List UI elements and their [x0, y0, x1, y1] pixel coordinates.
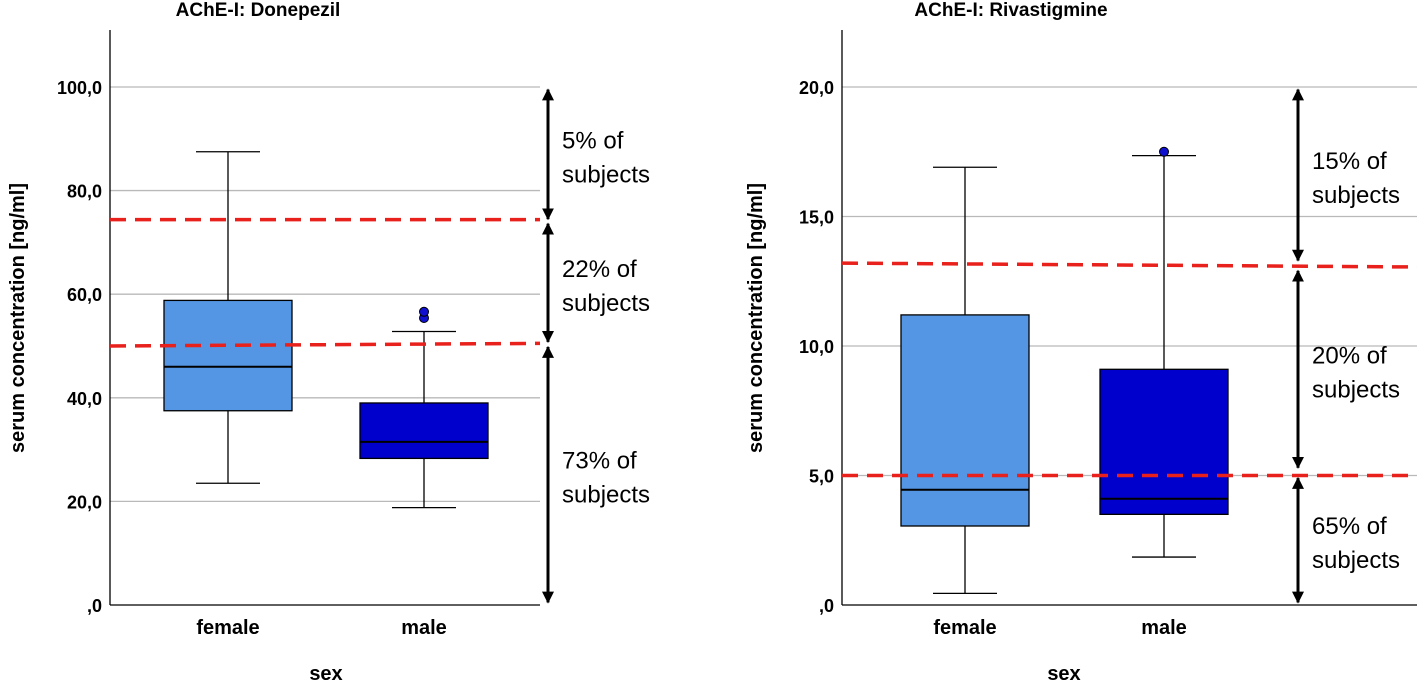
rivastigmine-threshold-line-0	[841, 261, 1417, 269]
donepezil-y-tick-label: 80,0	[67, 182, 102, 202]
donepezil-range-label-1: 22% of	[562, 256, 637, 283]
donepezil-range-label-0: 5% of	[562, 127, 624, 154]
donepezil-box-female	[163, 151, 293, 484]
rivastigmine-range-label-0-line2: subjects	[1312, 182, 1400, 209]
rivastigmine-range-label-0: 15% of	[1312, 148, 1387, 175]
rivastigmine-y-tick-label: 10,0	[799, 337, 834, 357]
rivastigmine-range-label-2-line2: subjects	[1312, 547, 1400, 574]
rivastigmine-category-male: male	[1141, 617, 1187, 639]
rivastigmine-range-label-1: 20% of	[1312, 342, 1387, 369]
rivastigmine-y-tick-label: ,0	[819, 596, 834, 616]
rivastigmine-title: AChE-I: Rivastigmine	[914, 0, 1107, 21]
rivastigmine-y-axis-label: serum concentration [ng/ml]	[745, 183, 767, 453]
donepezil-box-male	[359, 306, 489, 509]
box-iqr	[163, 299, 293, 412]
rivastigmine-category-female: female	[933, 617, 996, 639]
donepezil-y-tick-label: 20,0	[67, 492, 102, 512]
donepezil-y-tick-label: 100,0	[57, 78, 102, 98]
donepezil-y-axis-label: serum concentration [ng/ml]	[7, 183, 29, 453]
donepezil-range-label-0-line2: subjects	[562, 161, 650, 188]
box-iqr	[1099, 368, 1229, 515]
donepezil-category-male: male	[401, 617, 447, 639]
donepezil-range-label-2: 73% of	[562, 448, 637, 475]
donepezil-x-axis-label: sex	[309, 663, 342, 681]
rivastigmine-panel: AChE-I: Rivastigmine sex serum concentra…	[745, 0, 1417, 681]
donepezil-panel: AChE-I: Donepezil sex serum concentratio…	[7, 0, 650, 681]
donepezil-category-female: female	[196, 617, 259, 639]
rivastigmine-x-axis-label: sex	[1047, 663, 1080, 681]
donepezil-title: AChE-I: Donepezil	[176, 0, 341, 21]
donepezil-y-tick-label: ,0	[87, 596, 102, 616]
rivastigmine-range-label-2: 65% of	[1312, 513, 1387, 540]
donepezil-threshold-line-1	[109, 341, 541, 348]
rivastigmine-y-tick-label: 15,0	[799, 207, 834, 227]
rivastigmine-box-female	[900, 166, 1030, 594]
outlier-point	[1159, 146, 1169, 157]
donepezil-y-tick-label: 60,0	[67, 285, 102, 305]
donepezil-range-label-2-line2: subjects	[562, 482, 650, 509]
outlier-point	[419, 306, 429, 317]
box-iqr	[900, 314, 1030, 527]
box-iqr	[359, 402, 489, 460]
rivastigmine-y-tick-label: 20,0	[799, 78, 834, 98]
rivastigmine-box-male	[1099, 146, 1229, 558]
donepezil-range-label-1-line2: subjects	[562, 290, 650, 317]
rivastigmine-y-tick-label: 5,0	[809, 466, 834, 486]
donepezil-y-tick-label: 40,0	[67, 389, 102, 409]
rivastigmine-range-label-1-line2: subjects	[1312, 376, 1400, 403]
